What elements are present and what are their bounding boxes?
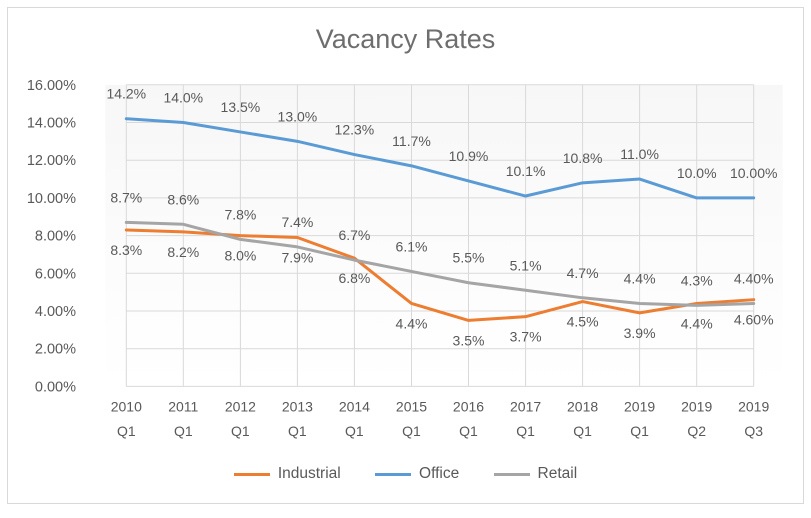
svg-text:4.00%: 4.00% xyxy=(35,304,76,320)
svg-text:4.7%: 4.7% xyxy=(567,265,599,281)
svg-text:Q1: Q1 xyxy=(573,423,592,439)
svg-text:8.6%: 8.6% xyxy=(167,191,199,207)
svg-text:2.00%: 2.00% xyxy=(35,342,76,358)
svg-text:3.5%: 3.5% xyxy=(453,332,485,348)
svg-text:11.0%: 11.0% xyxy=(620,146,659,162)
svg-text:14.0%: 14.0% xyxy=(163,90,203,106)
svg-text:Q1: Q1 xyxy=(402,423,421,439)
svg-text:8.0%: 8.0% xyxy=(224,248,256,264)
svg-text:Q2: Q2 xyxy=(687,423,706,439)
svg-text:8.00%: 8.00% xyxy=(35,229,76,245)
svg-text:4.3%: 4.3% xyxy=(681,272,713,288)
svg-text:2011: 2011 xyxy=(168,398,198,414)
svg-text:2019: 2019 xyxy=(624,398,655,414)
svg-text:3.7%: 3.7% xyxy=(510,329,542,345)
svg-text:6.7%: 6.7% xyxy=(338,227,370,243)
svg-text:2018: 2018 xyxy=(567,398,598,414)
svg-text:16.00%: 16.00% xyxy=(27,78,76,94)
svg-text:14.2%: 14.2% xyxy=(106,86,146,102)
svg-text:12.00%: 12.00% xyxy=(27,153,76,169)
svg-text:2014: 2014 xyxy=(339,398,370,414)
svg-text:10.9%: 10.9% xyxy=(449,148,489,164)
svg-text:2016: 2016 xyxy=(453,398,484,414)
svg-text:12.3%: 12.3% xyxy=(335,122,375,138)
svg-text:Q1: Q1 xyxy=(345,423,364,439)
svg-text:10.1%: 10.1% xyxy=(506,163,546,179)
svg-text:10.8%: 10.8% xyxy=(563,150,603,166)
svg-text:10.00%: 10.00% xyxy=(730,165,777,181)
svg-text:2013: 2013 xyxy=(282,398,313,414)
svg-text:7.9%: 7.9% xyxy=(281,250,313,266)
svg-text:Q1: Q1 xyxy=(459,423,478,439)
svg-text:8.2%: 8.2% xyxy=(167,244,199,260)
svg-text:4.4%: 4.4% xyxy=(681,316,713,332)
svg-text:7.4%: 7.4% xyxy=(281,214,313,230)
svg-text:Q3: Q3 xyxy=(744,423,763,439)
svg-text:4.60%: 4.60% xyxy=(734,312,774,328)
svg-text:4.4%: 4.4% xyxy=(624,271,656,287)
svg-text:Q1: Q1 xyxy=(288,423,307,439)
svg-text:2012: 2012 xyxy=(225,398,256,414)
svg-text:2015: 2015 xyxy=(396,398,427,414)
svg-text:3.9%: 3.9% xyxy=(624,325,656,341)
svg-text:Q1: Q1 xyxy=(117,423,136,439)
svg-text:8.3%: 8.3% xyxy=(110,242,142,258)
svg-text:Q1: Q1 xyxy=(630,423,649,439)
svg-text:4.40%: 4.40% xyxy=(734,271,774,287)
svg-text:8.7%: 8.7% xyxy=(110,189,142,205)
svg-text:13.0%: 13.0% xyxy=(278,108,318,124)
svg-text:Q1: Q1 xyxy=(516,423,535,439)
svg-text:13.5%: 13.5% xyxy=(221,99,261,115)
svg-text:6.1%: 6.1% xyxy=(396,238,428,254)
svg-text:7.8%: 7.8% xyxy=(224,206,256,222)
svg-text:2019: 2019 xyxy=(681,398,712,414)
svg-text:Q1: Q1 xyxy=(231,423,250,439)
svg-text:2019: 2019 xyxy=(738,398,769,414)
svg-text:Q1: Q1 xyxy=(174,423,193,439)
svg-text:4.4%: 4.4% xyxy=(396,316,428,332)
svg-text:6.00%: 6.00% xyxy=(35,266,76,282)
svg-text:10.00%: 10.00% xyxy=(27,191,76,207)
svg-text:5.1%: 5.1% xyxy=(510,257,542,273)
svg-text:11.7%: 11.7% xyxy=(392,133,431,149)
svg-text:6.8%: 6.8% xyxy=(338,270,370,286)
svg-text:5.5%: 5.5% xyxy=(453,250,485,266)
svg-text:0.00%: 0.00% xyxy=(35,379,76,395)
svg-text:10.0%: 10.0% xyxy=(677,165,717,181)
svg-text:4.5%: 4.5% xyxy=(567,314,599,330)
svg-text:14.00%: 14.00% xyxy=(27,116,76,132)
svg-text:2010: 2010 xyxy=(111,398,142,414)
svg-text:2017: 2017 xyxy=(510,398,541,414)
